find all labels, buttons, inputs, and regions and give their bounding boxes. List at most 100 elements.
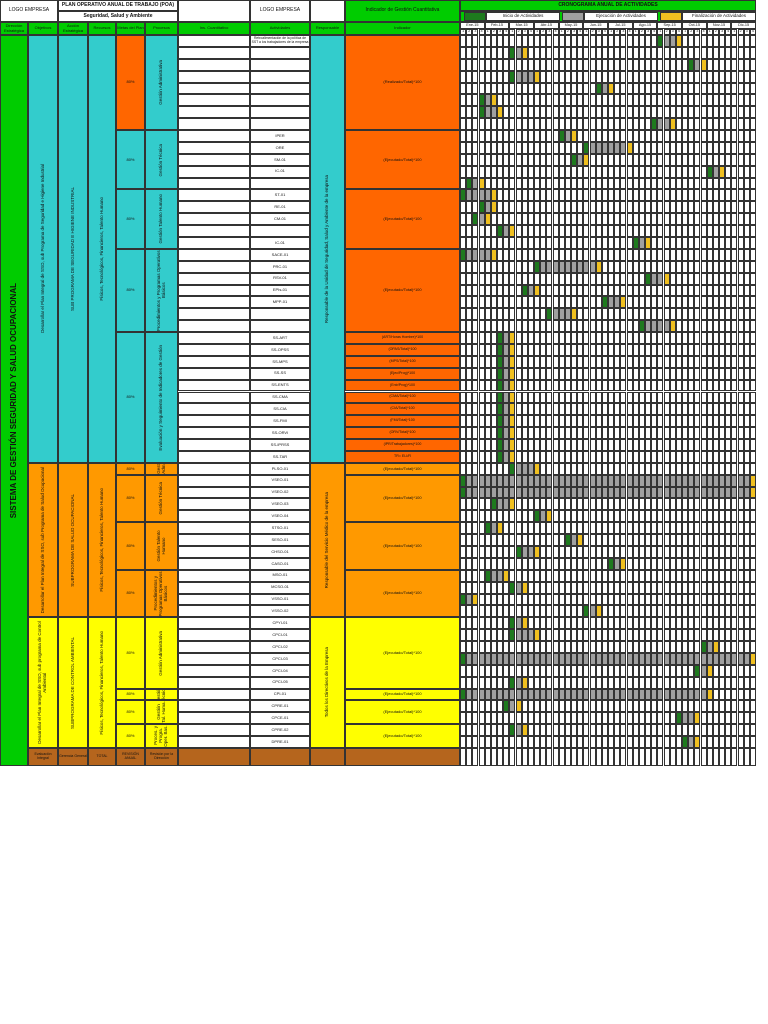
meta: 80% xyxy=(116,522,145,570)
week-number-text: 2 xyxy=(492,29,495,34)
activity xyxy=(250,70,310,83)
activity-text: CPYI-01 xyxy=(272,620,288,626)
activity: CASO-01 xyxy=(250,557,310,570)
instrument-cell xyxy=(178,58,250,71)
gantt-cell xyxy=(632,35,639,47)
subtitle-text: Seguridad, Salud y Ambiente xyxy=(83,12,153,19)
process-text: Gest. Adm. xyxy=(155,463,166,475)
week-number-text: 3 xyxy=(745,29,748,34)
gantt-cell xyxy=(472,35,479,47)
meta-text: 80% xyxy=(126,542,135,548)
gantt-cell xyxy=(601,46,608,59)
column-header: Actividades xyxy=(250,22,310,35)
week-number-text: 4 xyxy=(603,29,606,34)
process-text: Gestión Administrativa xyxy=(158,60,164,105)
gantt-cell xyxy=(490,35,497,47)
week-number: 2 xyxy=(540,29,547,35)
gantt-cell xyxy=(749,308,756,321)
activity: MCSO-01 xyxy=(250,581,310,594)
column-header-text: Procesos xyxy=(153,25,170,31)
activity-text: SS-OPSS xyxy=(271,346,289,352)
column-header-text: Ins. Cuantitativo xyxy=(199,25,229,31)
month-header-text: Ago-15 xyxy=(638,23,652,28)
instrument-cell xyxy=(178,641,250,653)
week-number-text: 4 xyxy=(628,29,631,34)
gantt-exec xyxy=(515,46,522,59)
indicator: (Entr/Prog)*100 xyxy=(345,379,460,392)
strategy: Físicos, Tecnológicos, Financieros, Tale… xyxy=(88,617,116,748)
gantt-cell xyxy=(749,676,756,689)
week-number: 3 xyxy=(743,29,750,35)
footer-cell: REVISIÓN ANUAL xyxy=(116,748,145,766)
week-number: 1 xyxy=(608,29,615,35)
gantt-exec xyxy=(663,35,670,47)
week-number-text: 3 xyxy=(622,29,625,34)
process-text: Gestión Técnica xyxy=(158,143,164,176)
column-header-text: Acción Estratégica xyxy=(62,23,83,33)
week-number-text: 4 xyxy=(751,29,754,34)
activity: Retroalimentación de la política de SST … xyxy=(250,35,310,47)
activity-text: MCSO-01 xyxy=(271,584,289,590)
gantt-cell xyxy=(577,70,584,83)
activity-text: SESO-01 xyxy=(271,536,289,542)
activity-text: SS-SS xyxy=(273,370,286,376)
gantt-cell xyxy=(503,58,510,71)
instrument-cell xyxy=(178,153,250,166)
system-title: SISTEMA DE GESTIÓN SEGURIDAD Y SALUD OCU… xyxy=(0,35,28,766)
gantt-cell xyxy=(669,58,676,71)
blank xyxy=(310,0,345,22)
week-number-text: 3 xyxy=(523,29,526,34)
activity-text: SS-TAR xyxy=(272,453,288,459)
indicator-text: (Entr/Prog)*100 xyxy=(390,382,415,387)
gantt-cell xyxy=(749,284,756,297)
responsible-text: Responsable del Servicio Médico de la em… xyxy=(324,491,330,589)
gantt-cell xyxy=(688,35,695,47)
meta: 80% xyxy=(116,189,145,249)
gantt-cell xyxy=(700,35,707,47)
week-number-text: 3 xyxy=(647,29,650,34)
gantt-cell xyxy=(466,70,473,83)
gantt-cell xyxy=(749,545,756,558)
activity: SS-FMI xyxy=(250,415,310,428)
gantt-cell xyxy=(688,46,695,59)
indicator: (Ejec/Prog)*100 xyxy=(345,367,460,380)
activity: CPCI-01 xyxy=(250,629,310,642)
gantt-cell xyxy=(645,46,652,59)
gantt-cell xyxy=(749,498,756,511)
week-number-text: 1 xyxy=(659,29,662,34)
gantt-cell xyxy=(645,58,652,71)
gantt-cell xyxy=(490,58,497,71)
gantt-cell xyxy=(706,35,713,47)
gantt-exec xyxy=(694,58,701,71)
process: Gest. Adm. xyxy=(145,462,178,475)
process: Gestión Tal. Huma. xyxy=(145,700,178,725)
gantt-start xyxy=(509,46,516,59)
week-number: 1 xyxy=(509,29,516,35)
instrument-cell xyxy=(178,498,250,511)
column-header-text: Metas del Plan xyxy=(117,25,144,31)
activity-text: SS-ART xyxy=(272,334,288,340)
process: Proces. y Progra. Oper. Bas. xyxy=(145,724,178,748)
activity-text: IPER xyxy=(275,132,285,138)
legend-label: Finalización de Actividades xyxy=(682,12,756,21)
gantt-cell xyxy=(749,320,756,333)
gantt-cell xyxy=(749,557,756,570)
gantt-cell xyxy=(509,35,516,47)
gantt-cell xyxy=(478,58,485,71)
week-number: 4 xyxy=(700,29,707,35)
activity: VSEO-01 xyxy=(250,474,310,487)
month-header: Oct-15 xyxy=(682,22,707,29)
gantt-cell xyxy=(749,332,756,344)
gantt-start xyxy=(509,70,516,83)
activity-text: CPCI-04 xyxy=(272,667,288,673)
indicator-text: (Ejecutado/Total)*100 xyxy=(383,156,422,162)
instrument-cell xyxy=(178,391,250,404)
gantt-cell xyxy=(546,35,553,47)
strategy-text: Físicos, Tecnológicos, Financieros, Tale… xyxy=(98,488,104,592)
activity-text: ORE xyxy=(275,144,285,150)
month-header-text: Nov-15 xyxy=(712,23,726,28)
week-number: 2 xyxy=(490,29,497,35)
gantt-cell xyxy=(460,58,467,71)
activity-text: SS-ENTS xyxy=(271,382,289,388)
gantt-cell xyxy=(682,58,689,71)
